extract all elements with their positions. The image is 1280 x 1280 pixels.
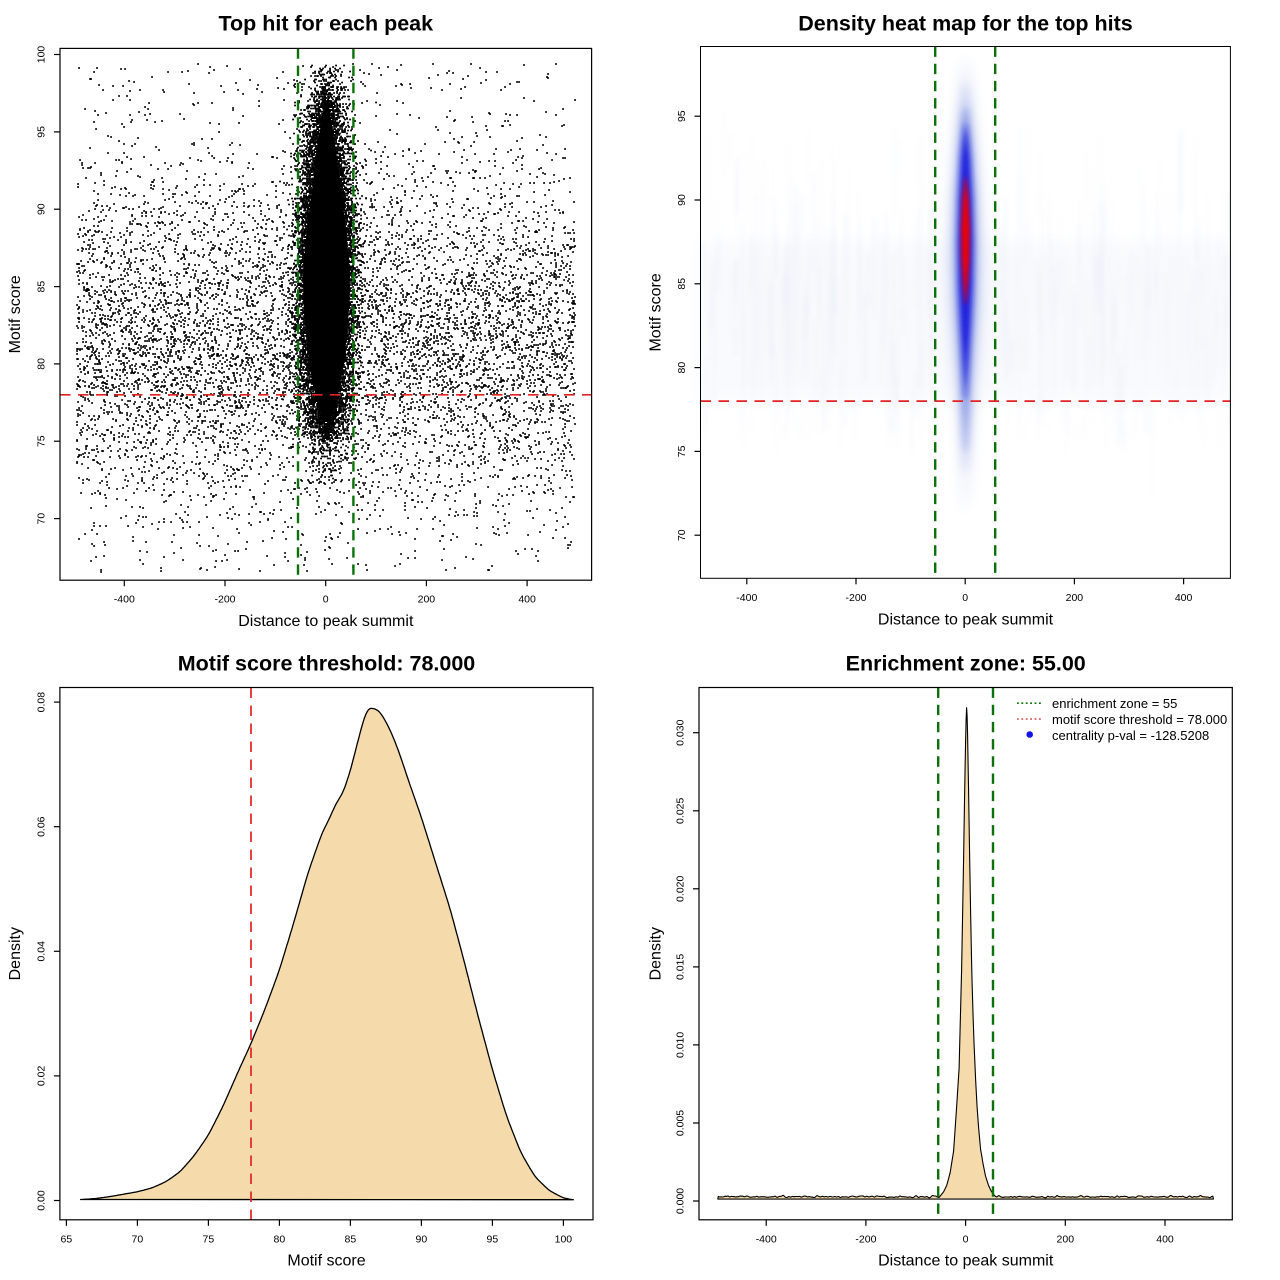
svg-text:Distance to peak summit: Distance to peak summit bbox=[878, 1253, 1054, 1270]
svg-text:0: 0 bbox=[963, 1233, 969, 1245]
svg-text:0.005: 0.005 bbox=[675, 1110, 687, 1136]
svg-text:85: 85 bbox=[36, 281, 48, 293]
svg-text:Top hit for each peak: Top hit for each peak bbox=[218, 12, 433, 36]
svg-text:Distance to peak summit: Distance to peak summit bbox=[878, 611, 1054, 628]
svg-text:0: 0 bbox=[323, 594, 329, 606]
svg-text:200: 200 bbox=[1057, 1233, 1075, 1245]
svg-text:enrichment zone = 55: enrichment zone = 55 bbox=[1052, 696, 1177, 711]
svg-text:200: 200 bbox=[418, 594, 436, 606]
svg-text:0.010: 0.010 bbox=[675, 1032, 687, 1058]
svg-text:400: 400 bbox=[1175, 592, 1193, 604]
svg-text:0.06: 0.06 bbox=[35, 816, 47, 837]
svg-text:90: 90 bbox=[416, 1233, 428, 1245]
svg-text:0.020: 0.020 bbox=[675, 876, 687, 902]
svg-text:Distance to peak summit: Distance to peak summit bbox=[238, 613, 414, 630]
svg-text:70: 70 bbox=[132, 1233, 144, 1245]
svg-text:75: 75 bbox=[36, 435, 48, 447]
svg-text:0.000: 0.000 bbox=[675, 1188, 687, 1214]
svg-text:-200: -200 bbox=[855, 1233, 876, 1245]
svg-text:95: 95 bbox=[36, 126, 48, 138]
svg-text:70: 70 bbox=[676, 529, 688, 541]
svg-text:95: 95 bbox=[487, 1233, 499, 1245]
svg-text:Motif score: Motif score bbox=[287, 1253, 365, 1270]
svg-text:motif score threshold = 78.000: motif score threshold = 78.000 bbox=[1052, 712, 1227, 727]
svg-text:75: 75 bbox=[676, 445, 688, 457]
svg-text:100: 100 bbox=[36, 46, 48, 64]
svg-text:65: 65 bbox=[61, 1233, 73, 1245]
svg-text:200: 200 bbox=[1066, 592, 1084, 604]
svg-text:Density: Density bbox=[647, 927, 664, 980]
svg-text:95: 95 bbox=[676, 110, 688, 122]
svg-text:0.015: 0.015 bbox=[675, 954, 687, 980]
svg-text:0.030: 0.030 bbox=[675, 719, 687, 745]
svg-text:0.00: 0.00 bbox=[35, 1190, 47, 1211]
svg-text:400: 400 bbox=[1156, 1233, 1174, 1245]
svg-text:Motif score: Motif score bbox=[7, 275, 24, 353]
svg-text:80: 80 bbox=[676, 362, 688, 374]
svg-text:0.08: 0.08 bbox=[35, 692, 47, 713]
svg-text:80: 80 bbox=[274, 1233, 286, 1245]
svg-text:75: 75 bbox=[203, 1233, 215, 1245]
svg-text:-400: -400 bbox=[756, 1233, 777, 1245]
svg-text:70: 70 bbox=[36, 513, 48, 525]
svg-text:0.02: 0.02 bbox=[35, 1066, 47, 1087]
svg-text:-400: -400 bbox=[114, 594, 135, 606]
svg-text:0: 0 bbox=[962, 592, 968, 604]
svg-text:90: 90 bbox=[676, 194, 688, 206]
svg-text:400: 400 bbox=[518, 594, 536, 606]
svg-text:centrality p-val = -128.5208: centrality p-val = -128.5208 bbox=[1052, 728, 1209, 743]
svg-text:100: 100 bbox=[555, 1233, 573, 1245]
svg-text:Density heat map for the top h: Density heat map for the top hits bbox=[798, 12, 1133, 36]
svg-text:-200: -200 bbox=[214, 594, 235, 606]
svg-text:0.025: 0.025 bbox=[675, 798, 687, 824]
svg-text:Motif score threshold: 78.000: Motif score threshold: 78.000 bbox=[178, 651, 476, 675]
svg-text:-200: -200 bbox=[845, 592, 866, 604]
svg-text:80: 80 bbox=[36, 358, 48, 370]
svg-text:90: 90 bbox=[36, 203, 48, 215]
svg-text:Enrichment zone: 55.00: Enrichment zone: 55.00 bbox=[846, 651, 1086, 675]
svg-text:85: 85 bbox=[345, 1233, 357, 1245]
svg-text:Density: Density bbox=[7, 927, 24, 980]
svg-text:Motif score: Motif score bbox=[647, 273, 664, 351]
svg-text:0.04: 0.04 bbox=[35, 941, 47, 962]
svg-text:85: 85 bbox=[676, 278, 688, 290]
svg-text:-400: -400 bbox=[736, 592, 757, 604]
